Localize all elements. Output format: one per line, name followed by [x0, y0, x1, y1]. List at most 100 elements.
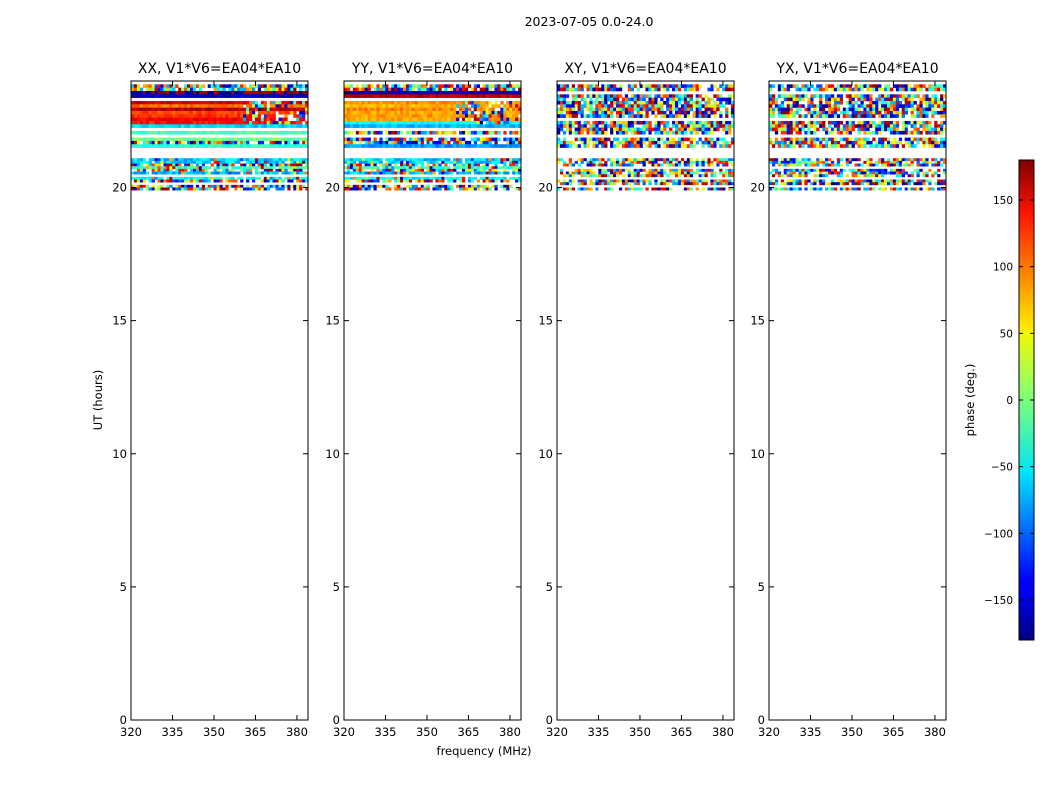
heatmap-cell — [839, 97, 844, 102]
heatmap-cell — [269, 90, 273, 95]
heatmap-cell — [148, 179, 152, 183]
heatmap-cell — [160, 94, 164, 98]
heatmap-cell — [361, 87, 365, 92]
heatmap-cell — [192, 176, 197, 180]
heatmap-cell — [500, 120, 504, 125]
heatmap-cell — [816, 158, 820, 162]
heatmap-cell — [169, 124, 173, 128]
heatmap-cell — [683, 174, 688, 178]
heatmap-cell — [689, 179, 693, 183]
heatmap-cell — [677, 163, 682, 167]
heatmap-cell — [364, 90, 368, 95]
heatmap-cell — [467, 90, 472, 95]
heatmap-cell — [175, 110, 179, 115]
heatmap-cell — [453, 114, 457, 118]
heatmap-cell — [151, 187, 155, 191]
heatmap-cell — [296, 168, 300, 172]
x-tick-label: 380 — [499, 725, 521, 739]
heatmap-cell — [857, 130, 861, 135]
heatmap-cell — [598, 110, 602, 115]
heatmap-cell — [429, 166, 433, 170]
heatmap-cell — [689, 168, 693, 172]
heatmap-cell — [618, 163, 623, 167]
heatmap-cell — [444, 176, 448, 180]
heatmap-cell — [792, 140, 796, 145]
heatmap-cell — [213, 137, 217, 142]
heatmap-cell — [237, 137, 241, 142]
heatmap-cell — [807, 158, 811, 162]
heatmap-cell — [462, 110, 466, 115]
heatmap-cell — [777, 110, 782, 115]
heatmap-cell — [160, 158, 164, 162]
heatmap-cell — [391, 117, 395, 122]
heatmap-cell — [716, 107, 720, 112]
heatmap-cell — [181, 124, 185, 128]
heatmap-cell — [441, 104, 445, 108]
heatmap-cell — [352, 144, 357, 148]
heatmap-cell — [426, 179, 430, 183]
heatmap-cell — [438, 94, 442, 98]
heatmap-cell — [680, 160, 685, 164]
heatmap-cell — [305, 87, 309, 92]
heatmap-cell — [922, 84, 926, 88]
heatmap-cell — [151, 144, 155, 148]
heatmap-cell — [857, 104, 861, 108]
heatmap-cell — [243, 171, 247, 175]
heatmap-cell — [184, 168, 188, 172]
heatmap-cell — [795, 104, 799, 108]
heatmap-cell — [648, 140, 652, 145]
heatmap-cell — [722, 140, 726, 145]
heatmap-cell — [583, 158, 587, 162]
heatmap-cell — [225, 137, 229, 142]
heatmap-cell — [875, 84, 879, 88]
heatmap-cell — [367, 84, 371, 88]
heatmap-cell — [618, 104, 623, 108]
heatmap-cell — [518, 187, 522, 191]
heatmap-cell — [190, 94, 194, 98]
heatmap-cell — [305, 144, 309, 148]
heatmap-cell — [500, 158, 504, 162]
heatmap-cell — [234, 158, 238, 162]
heatmap-cell — [400, 114, 404, 118]
heatmap-cell — [198, 166, 203, 170]
heatmap-cell — [663, 182, 667, 186]
heatmap-cell — [181, 90, 185, 95]
heatmap-cell — [467, 187, 472, 191]
heatmap-cell — [166, 166, 170, 170]
heatmap-cell — [916, 127, 920, 132]
heatmap-cell — [494, 104, 498, 108]
heatmap-cell — [464, 114, 469, 118]
heatmap-cell — [420, 137, 424, 142]
heatmap-cell — [633, 187, 637, 191]
heatmap-cell — [219, 163, 223, 167]
heatmap-cell — [302, 114, 306, 118]
heatmap-cell — [361, 171, 365, 175]
heatmap-cell — [777, 94, 782, 98]
heatmap-cell — [240, 140, 244, 145]
heatmap-cell — [385, 100, 389, 105]
heatmap-cell — [804, 87, 808, 92]
heatmap-cell — [689, 100, 693, 105]
heatmap-cell — [568, 130, 573, 135]
heatmap-cell — [822, 127, 826, 132]
heatmap-cell — [842, 87, 846, 92]
heatmap-cell — [922, 127, 926, 132]
heatmap-cell — [367, 90, 371, 95]
heatmap-cell — [453, 117, 457, 122]
heatmap-cell — [290, 168, 294, 172]
heatmap-cell — [181, 120, 185, 125]
heatmap-cell — [686, 182, 691, 186]
heatmap-cell — [379, 110, 383, 115]
heatmap-cell — [187, 120, 191, 125]
heatmap-cell — [195, 90, 200, 95]
heatmap-cell — [482, 166, 486, 170]
heatmap-cell — [943, 114, 947, 118]
heatmap-cell — [863, 137, 867, 142]
heatmap-cell — [397, 144, 401, 148]
heatmap-cell — [476, 84, 480, 88]
heatmap-cell — [408, 158, 413, 162]
heatmap-cell — [204, 171, 208, 175]
heatmap-cell — [275, 120, 279, 125]
heatmap-cell — [154, 90, 158, 95]
figure-title: 2023-07-05 0.0-24.0 — [525, 14, 654, 29]
